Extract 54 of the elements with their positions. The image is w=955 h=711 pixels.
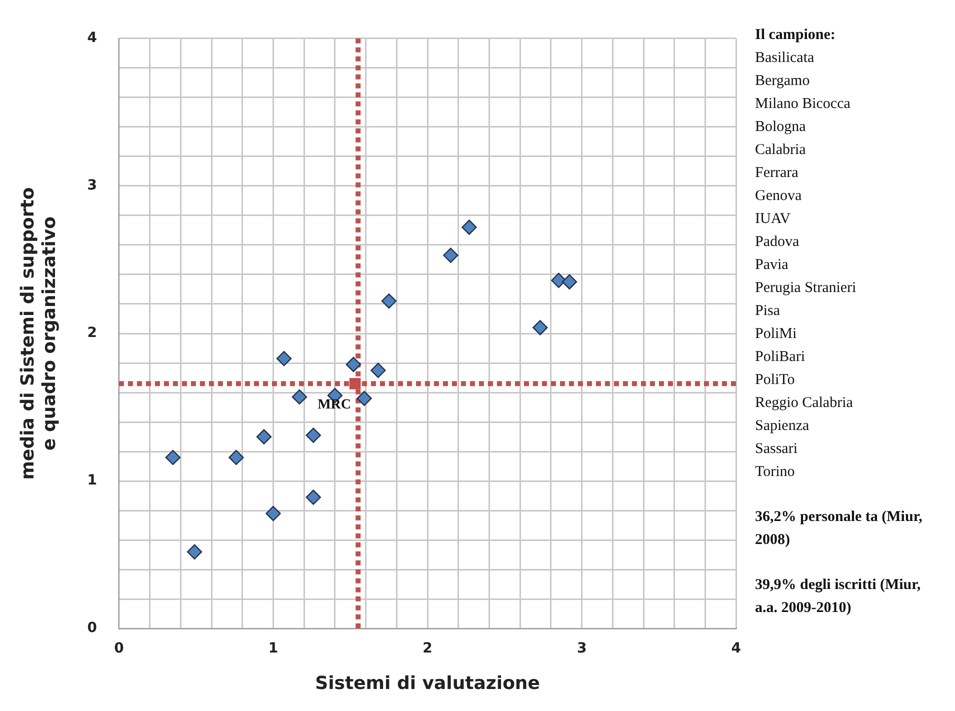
text: Perugia Stranieri	[755, 279, 858, 298]
x-tick-label: 0	[114, 640, 124, 657]
point	[356, 390, 372, 406]
point	[562, 274, 578, 290]
text: Il campione:	[755, 26, 836, 45]
text: IUAV	[755, 210, 792, 229]
point	[292, 389, 308, 405]
x-tick-label: 4	[731, 640, 742, 657]
text: Bergamo	[755, 72, 811, 91]
y-tick-label: 0	[87, 620, 98, 636]
point	[228, 450, 244, 466]
text: 39,9% degli iscritti (Miur, a.a. 2009-2010)	[755, 576, 922, 618]
text: 36,2% personale ta (Miur, 2008)	[755, 508, 924, 550]
x-tick-label: 1	[268, 640, 278, 657]
point	[306, 490, 321, 505]
series-label: MRC	[318, 397, 352, 412]
point	[349, 378, 361, 390]
text: Torino	[755, 463, 796, 482]
x-tick-label: 2	[422, 640, 432, 657]
text: Sassari	[755, 440, 798, 459]
y-tick-label: 4	[87, 30, 98, 46]
text: PoliBari	[755, 348, 806, 367]
x-tick-label: 3	[576, 640, 587, 657]
text: Ferrara	[755, 164, 800, 183]
text: Calabria	[755, 141, 807, 160]
point	[186, 544, 202, 560]
point	[551, 272, 566, 288]
text: PoliTo	[755, 371, 796, 390]
text: Pavia	[755, 256, 790, 275]
y-tick-label: 3	[87, 178, 97, 194]
point	[266, 506, 281, 522]
text: Sapienza	[755, 417, 810, 436]
point	[256, 429, 272, 444]
text: Padova	[755, 233, 800, 252]
point	[165, 450, 181, 466]
point	[532, 320, 548, 336]
point	[306, 428, 321, 443]
y-tick-label: 1	[87, 472, 97, 489]
point	[346, 356, 362, 372]
text: Reggio Calabria	[755, 394, 854, 413]
text: Basilicata	[755, 49, 816, 68]
text: Bologna	[755, 118, 807, 137]
point	[276, 350, 292, 366]
y-axis-title: media di Sistemi di supporto e quadro organizzativo	[17, 187, 60, 480]
point	[370, 362, 386, 378]
text: PoliMi	[755, 325, 798, 344]
text: Pisa	[755, 302, 782, 321]
point	[381, 293, 397, 309]
y-tick-label: 2	[87, 325, 97, 342]
x-axis-title: Sistemi di valutazione	[315, 672, 540, 694]
point	[462, 220, 477, 235]
text: Milano Bicocca	[755, 95, 852, 114]
point	[443, 248, 458, 263]
text: Genova	[755, 187, 803, 206]
